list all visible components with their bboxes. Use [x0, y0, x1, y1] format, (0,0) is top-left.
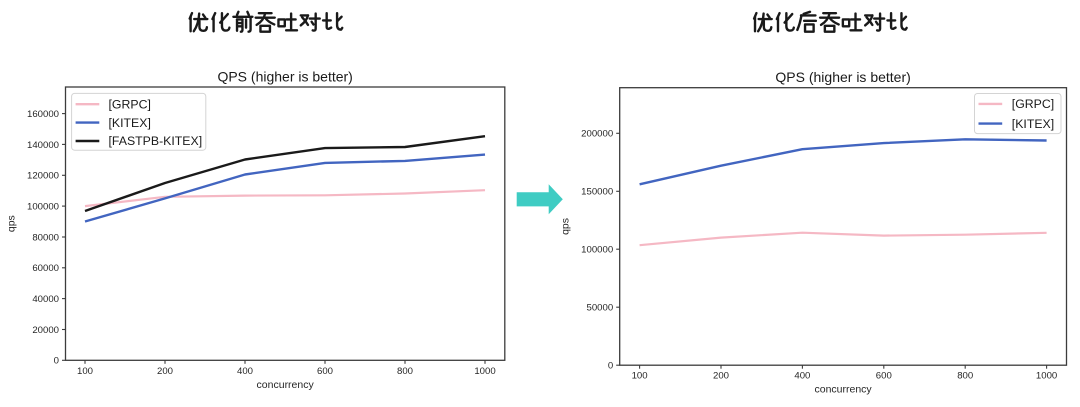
svg-text:160000: 160000: [27, 109, 59, 120]
svg-text:1000: 1000: [1036, 371, 1057, 382]
svg-text:concurrency: concurrency: [257, 379, 315, 391]
svg-text:100: 100: [77, 366, 93, 377]
svg-text:600: 600: [876, 371, 892, 382]
svg-text:[GRPC]: [GRPC]: [109, 97, 151, 111]
svg-text:100000: 100000: [27, 202, 59, 213]
svg-text:800: 800: [957, 371, 973, 382]
svg-text:400: 400: [794, 371, 810, 382]
svg-text:0: 0: [608, 361, 613, 372]
svg-text:100000: 100000: [581, 245, 613, 256]
svg-text:20000: 20000: [32, 325, 59, 336]
svg-text:400: 400: [237, 366, 253, 377]
svg-text:40000: 40000: [32, 294, 59, 305]
svg-text:600: 600: [317, 366, 333, 377]
svg-text:1000: 1000: [474, 366, 495, 377]
svg-text:[KITEX]: [KITEX]: [1012, 117, 1054, 131]
svg-text:qps: qps: [5, 215, 17, 232]
svg-text:120000: 120000: [27, 171, 59, 182]
svg-text:QPS (higher is better): QPS (higher is better): [775, 69, 910, 85]
svg-text:QPS (higher is better): QPS (higher is better): [217, 69, 352, 85]
svg-text:[GRPC]: [GRPC]: [1012, 97, 1054, 111]
svg-text:60000: 60000: [32, 263, 59, 274]
svg-text:[KITEX]: [KITEX]: [109, 116, 151, 130]
svg-text:50000: 50000: [587, 303, 614, 314]
svg-text:100: 100: [632, 371, 648, 382]
svg-text:qps: qps: [560, 218, 572, 235]
svg-text:200000: 200000: [581, 129, 613, 140]
svg-text:140000: 140000: [27, 140, 59, 151]
svg-text:200: 200: [713, 371, 729, 382]
svg-text:0: 0: [54, 356, 59, 367]
svg-text:800: 800: [397, 366, 413, 377]
svg-text:150000: 150000: [581, 187, 613, 198]
svg-text:200: 200: [157, 366, 173, 377]
svg-text:concurrency: concurrency: [814, 384, 872, 396]
svg-text:80000: 80000: [32, 232, 59, 243]
svg-text:[FASTPB-KITEX]: [FASTPB-KITEX]: [109, 134, 203, 148]
